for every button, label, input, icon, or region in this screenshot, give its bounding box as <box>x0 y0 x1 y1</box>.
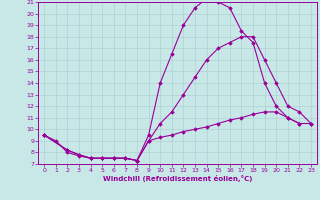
X-axis label: Windchill (Refroidissement éolien,°C): Windchill (Refroidissement éolien,°C) <box>103 175 252 182</box>
